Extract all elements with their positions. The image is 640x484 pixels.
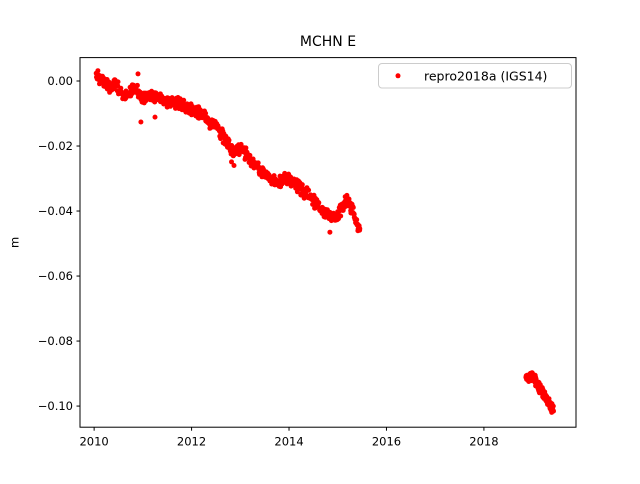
x-tick-label: 2016 <box>372 435 401 449</box>
x-axis-ticks: 2010 2012 2014 2016 2018 <box>79 427 499 449</box>
x-tick-label: 2014 <box>274 435 303 449</box>
data-point-outlier <box>135 71 141 77</box>
data-point-outlier <box>327 229 333 235</box>
y-tick-label: −0.08 <box>38 334 73 348</box>
y-tick-label: −0.10 <box>38 399 73 413</box>
y-axis-label: m <box>8 237 22 248</box>
data-point <box>236 152 242 158</box>
data-point <box>115 79 121 85</box>
legend-box <box>378 63 572 89</box>
legend: repro2018a (IGS14) <box>378 63 572 89</box>
y-axis-ticks: 0.00 −0.02 −0.04 −0.06 −0.08 −0.10 <box>38 74 80 413</box>
data-point <box>316 200 322 206</box>
plot-title: MCHN E <box>300 34 356 50</box>
data-point <box>338 213 344 219</box>
x-tick-label: 2010 <box>79 435 108 449</box>
legend-marker-dot-icon <box>395 73 401 79</box>
data-point <box>134 82 140 88</box>
y-tick-label: −0.06 <box>38 269 73 283</box>
data-point <box>198 107 204 113</box>
data-point <box>357 226 363 232</box>
x-tick-label: 2018 <box>469 435 498 449</box>
data-point <box>247 152 253 158</box>
data-point-outlier <box>229 159 234 165</box>
data-point <box>181 97 187 103</box>
scatter-points <box>93 68 556 415</box>
data-point <box>550 403 556 409</box>
data-point <box>306 187 312 193</box>
data-point <box>95 68 101 74</box>
data-point <box>238 141 244 147</box>
data-point <box>346 196 352 202</box>
data-point <box>354 217 360 223</box>
y-tick-label: −0.04 <box>38 204 73 218</box>
data-point <box>350 205 356 210</box>
data-point <box>243 145 249 151</box>
data-point-outlier <box>138 119 144 125</box>
data-point <box>299 182 305 188</box>
data-point <box>255 160 261 166</box>
data-point <box>551 408 556 414</box>
y-tick-label: 0.00 <box>47 74 73 88</box>
data-point-outlier <box>152 114 158 120</box>
data-point-outlier <box>231 163 237 168</box>
axes-frame <box>79 57 577 428</box>
legend-label: repro2018a (IGS14) <box>424 68 547 83</box>
data-point <box>226 137 232 143</box>
data-point <box>282 170 288 176</box>
data-point <box>203 110 209 116</box>
x-tick-label: 2012 <box>177 435 206 449</box>
y-tick-label: −0.02 <box>38 139 73 153</box>
